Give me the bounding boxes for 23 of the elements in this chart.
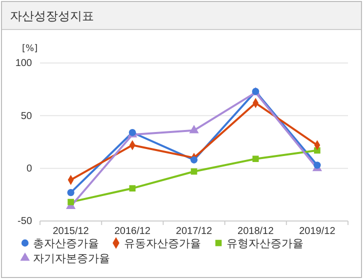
legend-label: 총자산증가율 — [33, 237, 99, 250]
y-tick-label: -50 — [18, 216, 32, 228]
point — [190, 168, 198, 175]
x-tick-label: 2018/12 — [238, 226, 274, 238]
point — [314, 162, 321, 169]
y-tick-label: 100 — [15, 58, 32, 70]
x-tick-label: 2017/12 — [176, 226, 213, 238]
chart-title: 자산성장성지표 — [10, 9, 94, 23]
point — [67, 189, 74, 196]
x-tick-label: 2016/12 — [114, 226, 151, 238]
point — [190, 156, 198, 164]
legend-label: 유동자산증가율 — [124, 237, 201, 250]
point — [68, 198, 74, 206]
point — [129, 185, 136, 192]
y-tick-label: 50 — [20, 110, 32, 122]
point — [189, 124, 199, 134]
y-axis-title: [%] — [22, 44, 38, 54]
legend-label: 자기자본증가율 — [33, 252, 110, 265]
y-tick-label: 0 — [26, 164, 32, 175]
x-tick-label: 2019/12 — [299, 226, 336, 238]
point — [252, 156, 259, 162]
x-tick-label: 2015/12 — [52, 226, 90, 238]
legend-label: 유형자산증가율 — [226, 237, 304, 250]
